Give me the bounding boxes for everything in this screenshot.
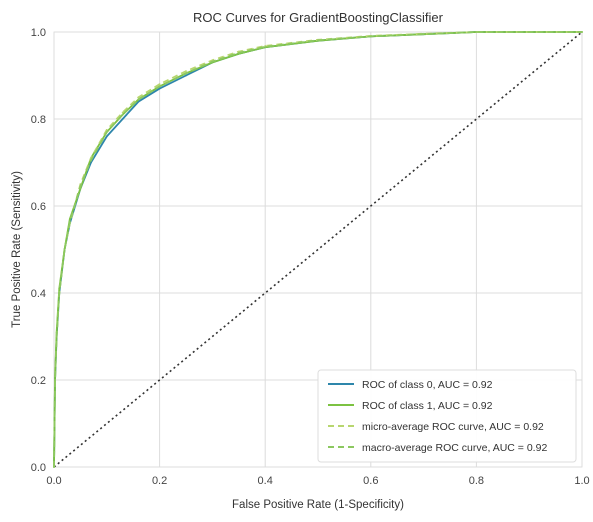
roc-curve-point [137,98,140,101]
y-tick-label: 0.0 [31,462,46,474]
roc-curve-point [264,45,267,48]
x-axis-label: False Positive Rate (1-Specificity) [232,499,404,511]
roc-curve-point [185,72,187,75]
roc-curve-point [90,159,92,162]
roc-curve-point [105,131,108,133]
roc-curve-point [55,335,58,338]
roc-curve-point [53,466,55,468]
roc-curve-point [158,85,161,88]
legend-label: ROC of class 1, AUC = 0.92 [362,400,493,412]
roc-curve-point [158,83,161,86]
random-guess-diagonal [53,31,583,468]
roc-curve-point [105,135,108,138]
legend-label: ROC of class 0, AUC = 0.92 [362,379,493,391]
roc-curve-point [68,218,71,220]
roc-curve-point [581,31,583,33]
roc-curve-point [237,51,240,54]
roc-curve-point [79,185,82,188]
legend-label: macro-average ROC curve, AUC = 0.92 [362,442,547,454]
roc-curve-point [422,33,425,36]
x-tick-label: 1.0 [574,475,589,487]
roc-curve-point [63,248,66,251]
y-tick-label: 0.6 [31,201,46,213]
roc-curve-point [121,111,124,114]
roc-curve-point [185,70,187,73]
x-tick-label: 0.4 [258,475,273,487]
y-tick-label: 0.2 [31,375,46,387]
y-tick-label: 1.0 [31,27,46,39]
y-tick-label: 0.8 [31,114,46,126]
roc-curve-point [528,31,531,33]
roc-curve-line [53,31,582,468]
roc-curve-point [58,287,61,290]
roc-curve-point [369,35,372,38]
legend: ROC of class 0, AUC = 0.92 ROC of class 1… [317,369,577,463]
roc-curve-point [121,113,124,116]
x-tick-label: 0.6 [363,475,378,487]
roc-curve-point [137,96,140,99]
roc-curve-point [68,220,71,223]
roc-curve-point [211,60,214,63]
roc-curve-point [317,39,319,42]
x-tick-label: 0.0 [46,475,61,487]
series-3 [53,31,583,468]
roc-curve-point [185,74,187,77]
roc-curve-point [58,292,61,294]
x-tick-label: 0.8 [469,475,484,487]
roc-curve-point [121,118,124,120]
legend-label: micro-average ROC curve, AUC = 0.92 [362,421,544,433]
roc-curve-point [158,87,161,90]
x-tick-label: 0.2 [152,475,167,487]
roc-curve-point [137,100,140,103]
chart-title: ROC Curves for GradientBoostingClassifie… [193,10,444,25]
roc-curve-point [475,31,478,33]
y-axis-label: True Positive Rate (Sensitivity) [11,171,23,328]
roc-curve-point [54,379,56,381]
legend-box [317,369,577,463]
y-tick-label: 0.4 [31,288,46,300]
roc-curve-line [53,31,582,468]
